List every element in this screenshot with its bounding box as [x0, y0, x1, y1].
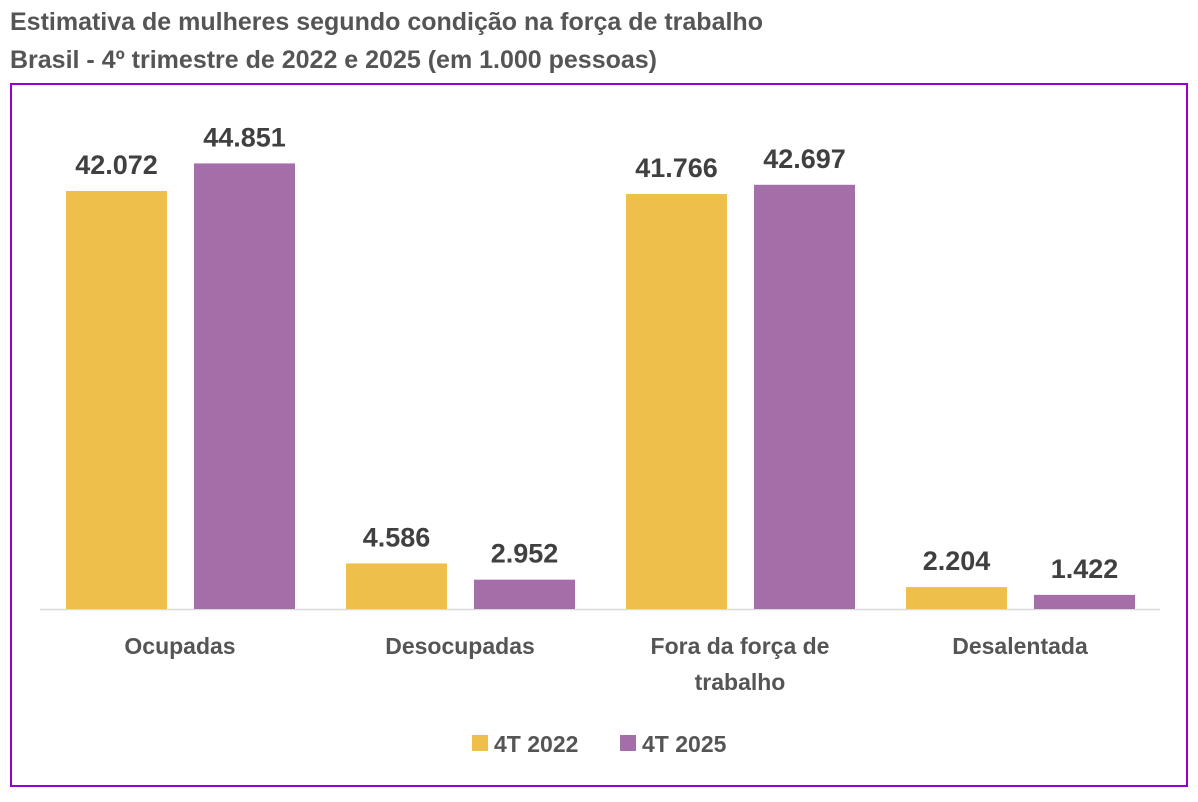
legend-label: 4T 2022 — [494, 731, 578, 757]
chart-subtitle: Brasil - 4º trimestre de 2022 e 2025 (em… — [10, 46, 658, 74]
bar-2025 — [194, 163, 295, 610]
data-label: 2.204 — [923, 546, 991, 576]
legend-swatch — [472, 735, 488, 751]
data-label: 2.952 — [491, 539, 559, 569]
legend-label: 4T 2025 — [642, 731, 727, 757]
category-label: trabalho — [695, 669, 786, 695]
chart-title: Estimativa de mulheres segundo condição … — [10, 8, 763, 36]
category-label: Ocupadas — [124, 633, 235, 659]
data-label: 44.851 — [203, 122, 286, 152]
category-label: Desalentada — [952, 633, 1088, 659]
bar-2022 — [66, 191, 167, 609]
bar-2025 — [1034, 594, 1135, 609]
data-label: 42.072 — [75, 150, 158, 180]
bar-2022 — [906, 587, 1007, 609]
category-label: Fora da força de — [651, 633, 830, 659]
bar-2025 — [754, 184, 855, 609]
plot-frame — [10, 83, 1188, 787]
bar-2025 — [474, 579, 575, 609]
category-label: Desocupadas — [385, 633, 535, 659]
bar-2022 — [626, 194, 727, 609]
legend-swatch — [620, 735, 636, 751]
data-label: 1.422 — [1051, 554, 1119, 584]
bar-2022 — [346, 563, 447, 609]
data-label: 4.586 — [363, 522, 431, 552]
data-label: 41.766 — [635, 153, 718, 183]
data-label: 42.697 — [763, 144, 846, 174]
